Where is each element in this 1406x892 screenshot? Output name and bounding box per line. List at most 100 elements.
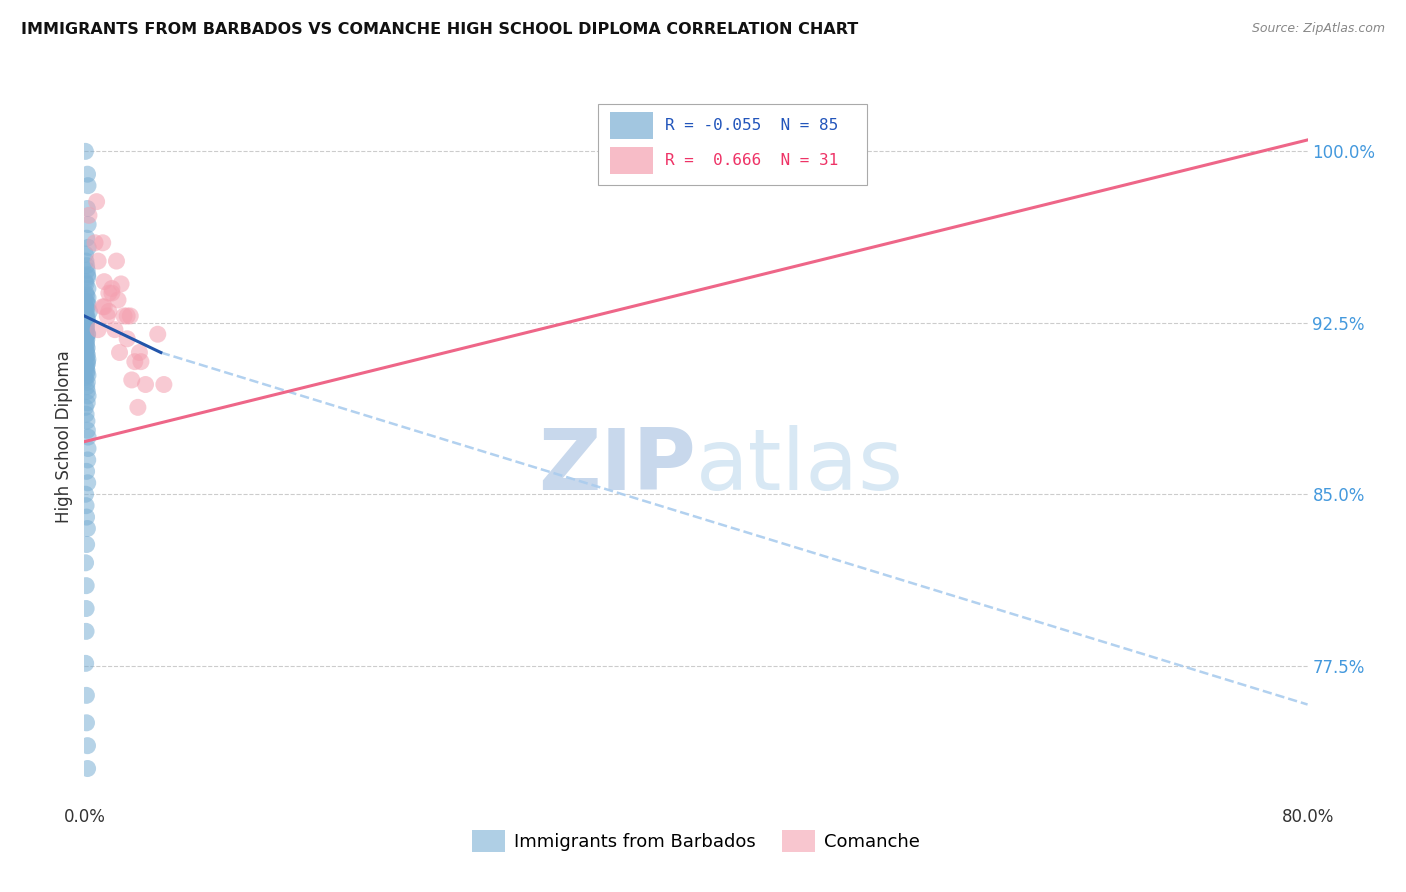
Point [91,300,114,314]
Point [77,208,100,222]
Point [75,373,97,387]
Point [75,286,97,301]
Point [76,270,98,285]
Point [75,316,97,330]
Point [76,396,98,410]
Point [76,364,98,378]
Point [76,313,98,327]
Point [84,235,107,250]
Point [76,327,98,342]
Point [75,145,97,159]
Point [75,689,97,703]
Point [76,510,98,524]
Point [75,338,97,352]
Point [75,343,97,358]
Point [77,297,100,311]
Point [77,389,100,403]
Point [77,218,100,232]
Point [120,309,142,323]
Point [101,286,124,301]
Point [128,345,150,359]
Point [76,537,98,551]
Point [75,499,97,513]
Point [76,453,98,467]
Point [79,304,101,318]
Point [75,277,97,291]
Point [96,309,118,323]
Point [76,475,98,490]
Point [75,293,97,307]
Point [76,202,98,216]
FancyBboxPatch shape [610,146,654,175]
Point [76,323,98,337]
Point [87,254,110,268]
Point [75,657,97,671]
Point [153,377,176,392]
FancyBboxPatch shape [598,104,868,185]
Point [76,268,98,282]
Point [97,286,120,301]
Point [110,277,132,291]
Point [75,254,97,268]
Point [86,194,108,209]
Point [76,423,98,437]
Point [76,414,98,428]
Point [75,407,97,421]
Point [76,259,98,273]
Point [135,377,157,392]
Point [76,739,98,753]
Text: R =  0.666  N = 31: R = 0.666 N = 31 [665,153,838,168]
Point [75,370,97,384]
Text: R = -0.055  N = 85: R = -0.055 N = 85 [665,118,838,133]
Point [104,323,127,337]
Point [76,167,98,181]
Point [76,762,98,776]
Text: atlas: atlas [696,425,904,508]
Point [76,464,98,478]
Point [75,329,97,343]
Point [77,240,100,254]
Point [77,442,100,456]
Point [76,311,98,326]
Point [76,375,98,389]
Text: Source: ZipAtlas.com: Source: ZipAtlas.com [1251,22,1385,36]
Point [76,301,98,316]
Point [93,300,115,314]
Point [129,354,152,368]
Point [115,309,138,323]
Point [87,323,110,337]
Point [75,350,97,364]
Point [75,556,97,570]
Point [112,309,135,323]
Point [77,281,100,295]
Point [76,288,98,302]
Point [97,304,120,318]
Point [77,430,100,444]
Point [127,401,149,415]
Point [75,601,97,615]
Point [76,295,98,310]
Point [77,368,100,383]
Point [76,327,98,342]
Point [76,309,98,323]
Point [76,384,98,399]
Point [76,348,98,362]
Point [76,715,98,730]
Point [75,300,97,314]
Point [75,579,97,593]
Point [75,325,97,339]
Point [108,345,131,359]
Point [105,254,128,268]
Point [101,281,124,295]
Point [76,332,98,346]
Point [76,366,98,380]
Point [76,354,98,368]
Point [75,487,97,501]
Point [77,291,100,305]
FancyBboxPatch shape [610,112,654,139]
Point [77,352,100,367]
Point [75,320,97,334]
Point [75,359,97,374]
Text: IMMIGRANTS FROM BARBADOS VS COMANCHE HIGH SCHOOL DIPLOMA CORRELATION CHART: IMMIGRANTS FROM BARBADOS VS COMANCHE HIG… [21,22,858,37]
Point [75,401,97,415]
